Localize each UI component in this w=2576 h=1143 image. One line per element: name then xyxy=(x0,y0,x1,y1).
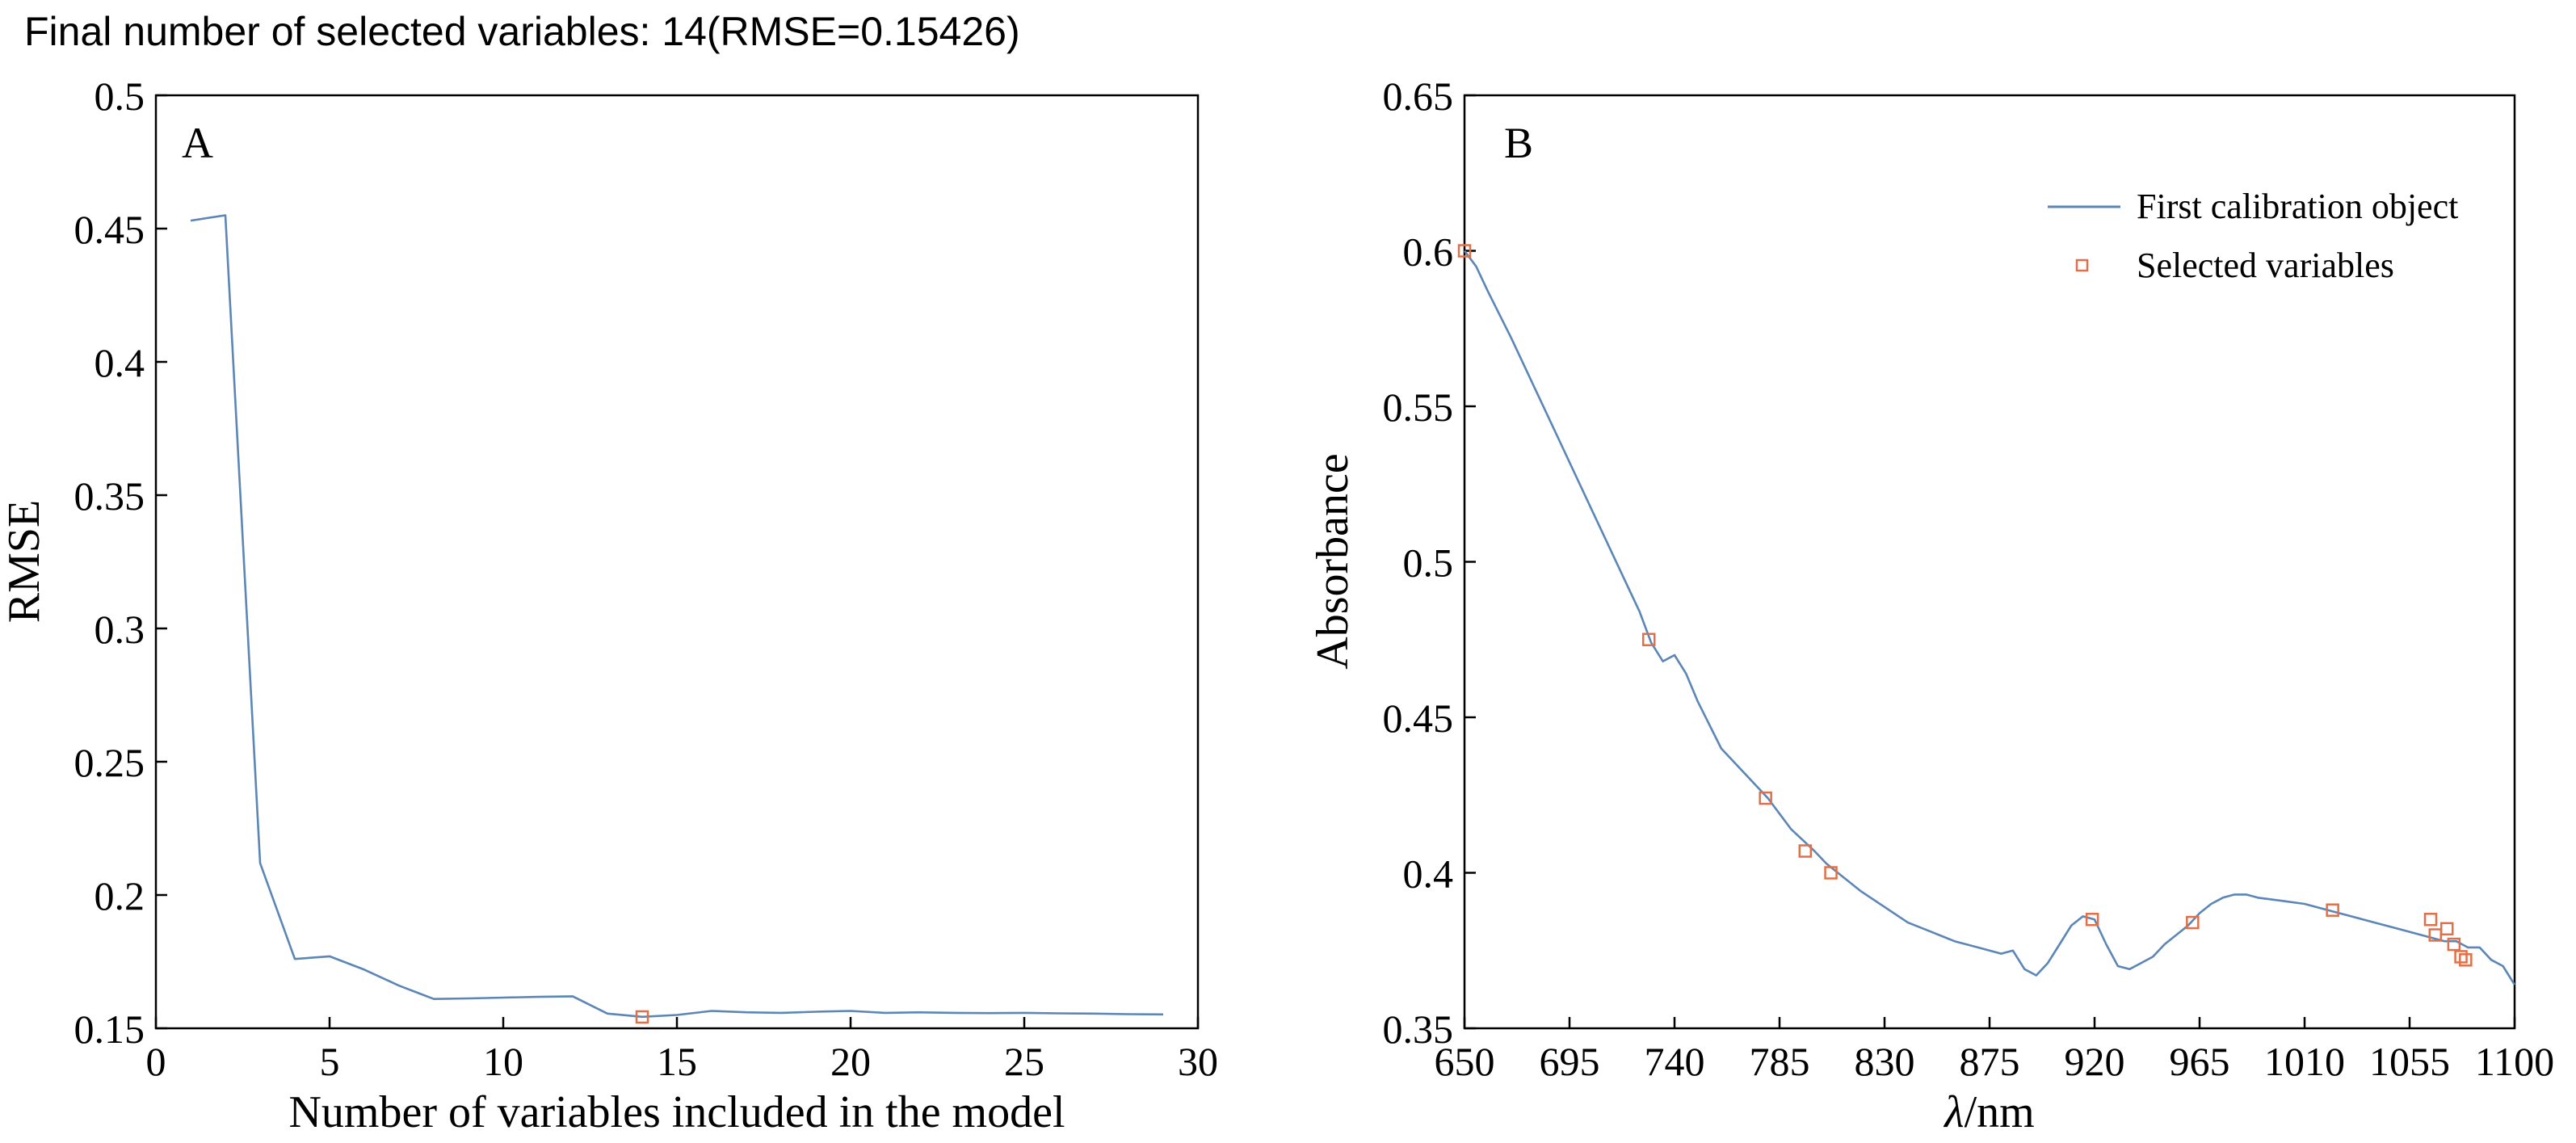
panel-b-selected-point xyxy=(2186,915,2200,930)
panel-b-x-tick-label: 740 xyxy=(1645,1039,1705,1084)
panel-a-series xyxy=(190,214,1164,1024)
panel-b-x-axis-title: λ/nm xyxy=(1943,1087,2034,1137)
panel-a-label: A xyxy=(182,119,213,167)
panel-a-rmse-chart: 0 5 10 15 20 25 30 0.15 0.2 0.25 0.3 0.35 0.4 0.45 0.5… xyxy=(0,74,1218,1137)
panel-b-series-line xyxy=(1463,250,2516,985)
panel-b-x-tick-label: 785 xyxy=(1750,1039,1810,1084)
panel-b-selected-point xyxy=(1824,866,1838,880)
legend-label-calibration: First calibration object xyxy=(2137,187,2458,226)
panel-a-x-tick-label: 25 xyxy=(1004,1039,1044,1084)
panel-b-x-axis-unit: /nm xyxy=(1965,1087,2035,1137)
panel-b-legend: First calibration object Selected variab… xyxy=(2048,187,2458,285)
panel-b-selected-point xyxy=(1641,632,1656,646)
panel-a-y-tick-label: 0.4 xyxy=(95,340,145,385)
panel-b-y-tick-label: 0.6 xyxy=(1403,229,1454,275)
panel-b-x-tick-label: 695 xyxy=(1540,1039,1600,1084)
panel-b-selected-point xyxy=(2423,913,2438,927)
panel-b-x-tick-label: 1100 xyxy=(2475,1039,2554,1084)
panel-b-selected-point xyxy=(2085,913,2099,927)
panel-b-x-tick-label: 875 xyxy=(1960,1039,2020,1084)
panel-b-plot-frame xyxy=(1463,94,2516,1030)
legend-label-selected: Selected variables xyxy=(2137,246,2394,285)
panel-b-tick-labels: 650 695 740 785 830 875 920 965 1010 1055 1100 0.35… xyxy=(1383,74,2555,1084)
panel-a-y-tick-label: 0.3 xyxy=(95,607,145,652)
panel-a-y-tick-label: 0.15 xyxy=(74,1006,145,1052)
panel-b-ticks xyxy=(1463,94,2516,1030)
panel-b-selected-point xyxy=(2439,922,2454,936)
figure-title: Final number of selected variables: 14(R… xyxy=(24,9,1020,54)
panel-a-x-tick-label: 20 xyxy=(830,1039,871,1084)
panel-a-x-axis-title: Number of variables included in the mode… xyxy=(288,1087,1065,1137)
panel-a-x-tick-label: 30 xyxy=(1178,1039,1218,1084)
panel-b-y-tick-label: 0.35 xyxy=(1383,1006,1454,1052)
panel-b-selected-point xyxy=(2447,937,2461,952)
legend-marker-swatch xyxy=(2075,258,2089,272)
panel-a-plot-frame xyxy=(154,94,1200,1030)
panel-a-y-tick-label: 0.45 xyxy=(74,207,145,252)
panel-a-y-axis-title: RMSE xyxy=(0,500,49,624)
panel-b-x-tick-label: 1010 xyxy=(2264,1039,2345,1084)
panel-b-x-tick-label: 830 xyxy=(1855,1039,1915,1084)
panel-a-y-tick-label: 0.2 xyxy=(95,873,145,918)
panel-a-selected-point xyxy=(635,1010,649,1024)
panel-b-selected-point xyxy=(1457,244,1472,258)
panel-b-y-tick-label: 0.65 xyxy=(1383,74,1454,119)
panel-b-x-tick-label: 920 xyxy=(2065,1039,2125,1084)
panel-b-x-axis-symbol: λ xyxy=(1943,1087,1964,1137)
panel-b-label: B xyxy=(1504,119,1533,167)
panel-b-selected-point xyxy=(2326,903,2339,917)
panel-b-selected-point xyxy=(1759,791,1772,805)
panel-a-y-tick-label: 0.5 xyxy=(95,74,145,119)
panel-b-x-tick-label: 1055 xyxy=(2369,1039,2450,1084)
panel-b-x-tick-label: 965 xyxy=(2170,1039,2230,1084)
panel-b-selected-point xyxy=(2459,953,2473,967)
panel-b-y-tick-label: 0.55 xyxy=(1383,385,1454,430)
panel-b-absorbance-chart: 650 695 740 785 830 875 920 965 1010 1055 1100 0.35… xyxy=(1308,74,2554,1137)
panel-b-y-tick-label: 0.5 xyxy=(1403,540,1454,586)
panel-a-x-tick-label: 10 xyxy=(483,1039,523,1084)
panel-b-y-tick-label: 0.4 xyxy=(1403,851,1454,897)
panel-a-x-tick-label: 5 xyxy=(320,1039,340,1084)
panel-a-ticks xyxy=(154,94,1200,1030)
panel-a-y-tick-label: 0.25 xyxy=(74,740,145,785)
panel-a-tick-labels: 0 5 10 15 20 25 30 0.15 0.2 0.25 0.3 0.35 0.4 0.45 0.5 xyxy=(74,74,1219,1084)
panel-b-selected-point xyxy=(1798,844,1813,858)
panel-b-series xyxy=(1457,244,2516,985)
panel-a-y-tick-label: 0.35 xyxy=(74,473,145,519)
panel-b-y-tick-label: 0.45 xyxy=(1383,695,1454,741)
panel-b-x-tick-label: 650 xyxy=(1435,1039,1495,1084)
panel-b-y-axis-title: Absorbance xyxy=(1308,453,1358,669)
panel-a-x-tick-label: 15 xyxy=(657,1039,697,1084)
panel-a-x-tick-label: 0 xyxy=(146,1039,166,1084)
panel-a-series-line xyxy=(190,214,1164,1019)
